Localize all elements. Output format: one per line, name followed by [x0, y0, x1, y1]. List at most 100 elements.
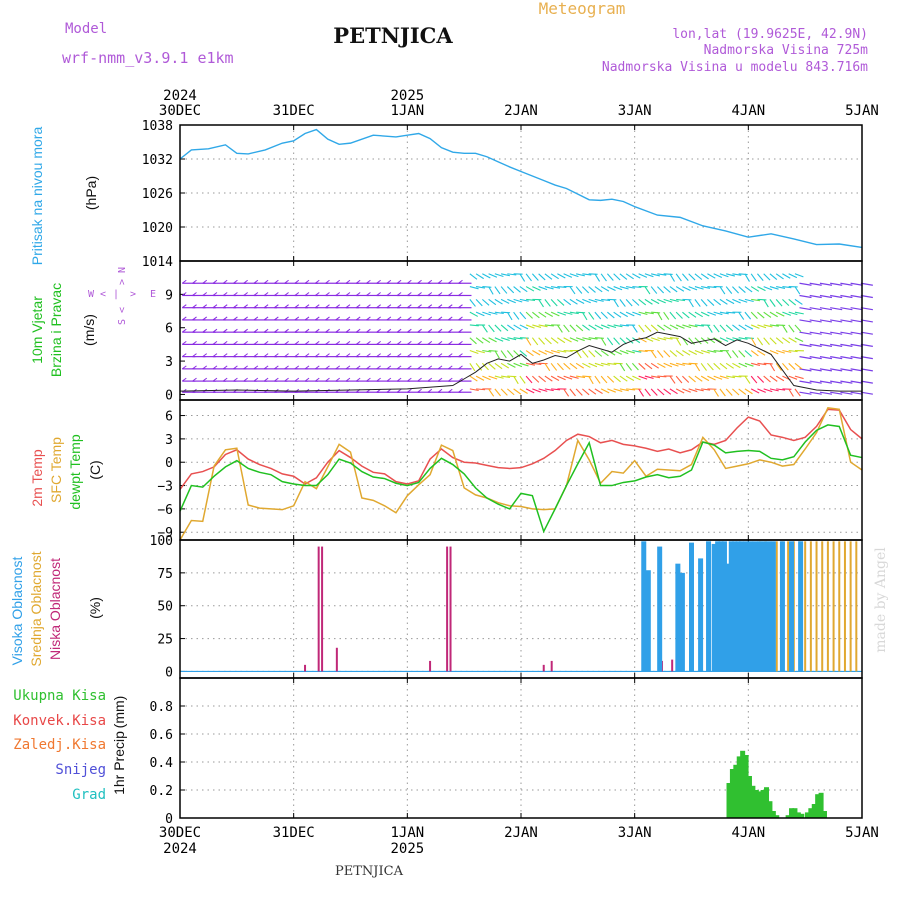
wind-barb-head	[325, 353, 330, 358]
wind-arrow	[769, 299, 776, 307]
wind-barb-head	[294, 292, 300, 296]
time-tick-bottom: 2JAN	[504, 825, 538, 841]
wind-arrow	[600, 311, 608, 319]
wind-arrow	[538, 299, 544, 308]
wind-arrow	[694, 324, 704, 327]
wind-barb	[840, 356, 853, 360]
wind-arrow	[694, 350, 704, 355]
wind-arrow	[656, 311, 663, 321]
wind-arrow	[594, 375, 601, 384]
wind-arrow	[644, 362, 653, 370]
wind-barb-head	[447, 279, 453, 284]
wind-arrow	[669, 337, 679, 339]
wind-arrow	[782, 362, 789, 371]
wind-barb-head	[274, 304, 279, 309]
y-tick-label: 9	[165, 288, 173, 303]
wind-arrow	[488, 362, 496, 370]
wind-arrow	[619, 324, 629, 327]
wind-arrow	[482, 311, 492, 316]
wind-barb-head	[396, 377, 402, 382]
wind-arrow	[494, 311, 504, 315]
wind-arrow	[738, 273, 748, 276]
wind-arrow	[557, 337, 566, 344]
wind-barb-head	[253, 316, 259, 321]
time-tick-top: 3JAN	[618, 103, 652, 119]
wind-arrow	[688, 362, 698, 365]
wind-arrow	[507, 362, 516, 368]
wind-arrow	[519, 375, 526, 384]
wind-barb-head	[447, 365, 453, 370]
wind-arrow	[725, 324, 734, 332]
wind-arrow	[763, 311, 772, 318]
wind-barb-head	[202, 279, 208, 284]
wind-barb-head	[304, 353, 310, 358]
wind-barb-head	[335, 292, 341, 296]
wind-arrow	[675, 388, 685, 394]
wind-arrow	[769, 375, 778, 382]
wind-arrow	[488, 388, 495, 397]
wind-barb-head	[212, 377, 218, 382]
wind-barb	[830, 331, 843, 335]
model-elevation-label: Nadmorska Visina u modelu 843.716m	[602, 60, 868, 75]
wind-arrow	[607, 388, 616, 393]
cloud-bar	[711, 543, 717, 672]
wind-barb-head	[376, 304, 381, 309]
wind-barb-head	[202, 340, 208, 345]
wind-barb-head	[447, 353, 453, 358]
wind-arrow	[644, 273, 654, 278]
wind-arrow	[744, 375, 751, 384]
wind-arrow	[788, 375, 798, 380]
wind-arrow	[507, 337, 517, 341]
wind-arrow	[469, 337, 477, 345]
wind-arrow	[701, 349, 710, 354]
wind-barb-head	[212, 292, 218, 296]
wind-barb-head	[345, 365, 351, 370]
wind-arrow	[551, 388, 561, 391]
wind-arrow	[650, 324, 659, 332]
wind-barb-head	[192, 353, 197, 358]
cloud-bar	[317, 546, 320, 672]
wind-arrow	[538, 286, 548, 291]
wind-arrow	[632, 349, 642, 353]
temp-unit: (C)	[87, 460, 103, 479]
wind-barb-head	[386, 316, 392, 321]
wind-arrow	[619, 299, 626, 307]
wind-barb-head	[417, 377, 422, 382]
wind-arrow	[757, 311, 765, 319]
wind-barb	[809, 343, 822, 347]
west-label: W	[88, 289, 95, 300]
wind-arrow	[488, 349, 498, 352]
wind-arrow	[775, 273, 784, 280]
wind-arrow	[769, 337, 777, 345]
wind-barb-head	[314, 292, 320, 296]
wind-barb-head	[304, 292, 310, 296]
wind-barb	[830, 282, 843, 286]
wind-arrow	[501, 311, 511, 314]
wind-arrow	[556, 324, 563, 333]
wind-barb-head	[417, 279, 422, 284]
cloud-bar	[743, 541, 749, 672]
wind-arrow	[600, 273, 607, 282]
wind-arrow	[682, 375, 690, 383]
wind-arrow	[788, 362, 796, 370]
wind-arrow	[582, 388, 590, 396]
wind-arrow	[750, 286, 760, 292]
cloud-unit: (%)	[87, 597, 103, 619]
wind-barb-head	[355, 316, 361, 321]
wind-arrow	[538, 388, 548, 392]
wind-arrow	[744, 273, 750, 282]
model-name: wrf-nmm_v3.9.1 e1km	[62, 49, 234, 67]
legend-convective-rain: Konvek.Kisa	[13, 713, 106, 729]
wind-arrow	[538, 350, 548, 355]
wind-arrow	[713, 388, 719, 397]
wind-arrow	[613, 324, 623, 328]
wind-arrow	[519, 362, 529, 367]
wind-arrow	[788, 273, 798, 279]
wind-barb-head	[417, 365, 422, 370]
wind-arrow	[544, 349, 554, 355]
wind-arrow	[707, 311, 717, 316]
cloud-bar	[757, 541, 763, 672]
wind-arrow	[638, 298, 647, 306]
wind-arrow	[638, 388, 645, 397]
wind-barb-head	[243, 353, 248, 358]
